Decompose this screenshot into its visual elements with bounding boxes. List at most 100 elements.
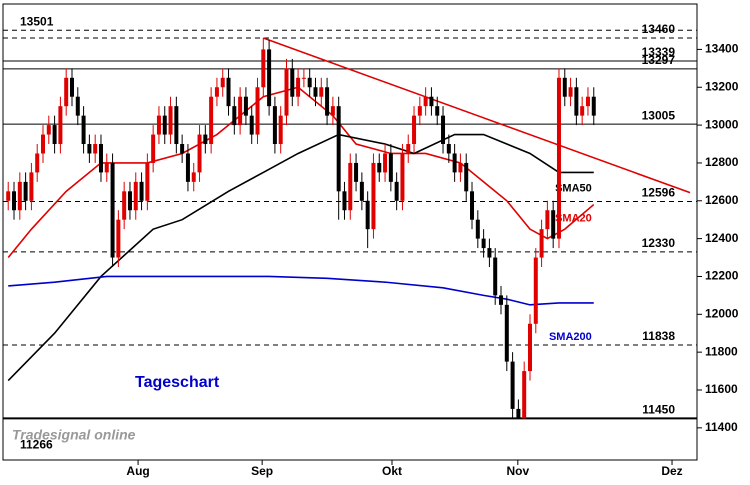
candle-body	[365, 200, 370, 230]
candle-body	[446, 144, 451, 154]
candle-body	[475, 219, 480, 239]
candle-body	[238, 96, 243, 126]
candle-body	[516, 408, 521, 419]
x-tick-label: Aug	[126, 464, 149, 478]
candle-body	[122, 191, 127, 220]
candle-body	[556, 77, 561, 239]
candle-body	[69, 77, 74, 97]
candle-body	[585, 96, 590, 107]
candle-body	[156, 115, 161, 135]
candle-body	[441, 115, 446, 145]
candle-body	[406, 144, 411, 154]
candle-body	[133, 181, 138, 211]
candle-body	[388, 153, 393, 182]
y-tick-label: 12800	[705, 155, 739, 169]
candle-body	[539, 229, 544, 258]
candle-body	[342, 191, 347, 211]
watermark: Tradesignal online	[12, 427, 136, 443]
candle-body	[272, 106, 277, 145]
candle-body	[75, 96, 80, 116]
y-tick-label: 11400	[705, 420, 738, 434]
candle-body	[493, 257, 498, 296]
candle-body	[46, 125, 51, 135]
ma-line	[8, 275, 594, 306]
x-tick-label: Nov	[506, 464, 529, 478]
candle-body	[127, 191, 132, 211]
candle-body	[145, 162, 150, 201]
candle-body	[435, 106, 440, 116]
candle-body	[527, 323, 532, 372]
annotation: Tageschart	[135, 374, 220, 391]
level-label: 11450	[642, 403, 675, 417]
candle-body	[35, 153, 40, 173]
ma-label: SMA200	[549, 331, 592, 343]
candle-body	[452, 153, 457, 173]
candle-body	[313, 87, 318, 97]
candle-body	[429, 96, 434, 107]
candle-body	[290, 68, 295, 97]
candle-body	[319, 87, 324, 97]
x-tick-label: Dez	[661, 464, 682, 478]
candle-body	[23, 181, 28, 201]
candle-body	[348, 162, 353, 211]
candle-body	[116, 219, 121, 258]
candle-body	[591, 96, 596, 116]
candle-body	[98, 144, 103, 173]
y-tick-label: 11800	[705, 344, 738, 358]
candle-body	[499, 295, 504, 305]
candle-body	[52, 125, 57, 145]
candle-body	[180, 144, 185, 154]
candle-body	[562, 77, 567, 97]
candle-body	[464, 162, 469, 192]
y-tick-label: 12200	[705, 269, 739, 283]
candle-body	[197, 134, 202, 173]
candle-body	[533, 257, 538, 324]
candle-body	[394, 181, 399, 201]
candle-body	[261, 49, 266, 88]
level-label: 11266	[20, 437, 53, 451]
level-label: 12330	[642, 236, 676, 250]
candle-body	[412, 115, 417, 145]
candle-body	[243, 96, 248, 116]
candle-body	[504, 304, 509, 362]
candle-body	[41, 134, 46, 154]
y-tick-label: 13000	[705, 117, 739, 131]
candle-body	[400, 153, 405, 201]
y-tick-label: 12400	[705, 231, 739, 245]
candle-body	[58, 106, 63, 145]
candle-body	[470, 191, 475, 220]
candle-body	[209, 96, 214, 145]
level-label: 11838	[642, 329, 675, 343]
level-label: 13297	[642, 53, 676, 67]
candle-body	[330, 106, 335, 116]
y-tick-label: 13400	[705, 42, 739, 56]
candle-body	[151, 134, 156, 163]
candle-body	[249, 115, 254, 135]
candle-body	[64, 77, 69, 107]
candle-body	[458, 162, 463, 173]
candle-body	[574, 87, 579, 116]
candle-body	[354, 162, 359, 182]
candle-body	[93, 144, 98, 154]
candle-body	[162, 115, 167, 135]
candle-body	[296, 77, 301, 97]
candle-body	[278, 115, 283, 145]
candle-body	[568, 87, 573, 97]
candle-body	[522, 371, 527, 419]
candle-body	[307, 77, 312, 88]
y-tick-label: 12000	[705, 306, 739, 320]
candle-body	[423, 96, 428, 107]
y-tick-label: 13200	[705, 79, 739, 93]
candle-body	[371, 162, 376, 230]
candle-body	[284, 68, 289, 116]
candle-body	[417, 106, 422, 116]
candle-body	[551, 210, 556, 239]
ma-label: SMA20	[555, 212, 592, 224]
ma-label: SMA50	[555, 182, 592, 194]
candle-body	[87, 144, 92, 154]
candle-body	[301, 77, 306, 79]
candle-body	[383, 153, 388, 173]
candle-body	[110, 162, 115, 258]
